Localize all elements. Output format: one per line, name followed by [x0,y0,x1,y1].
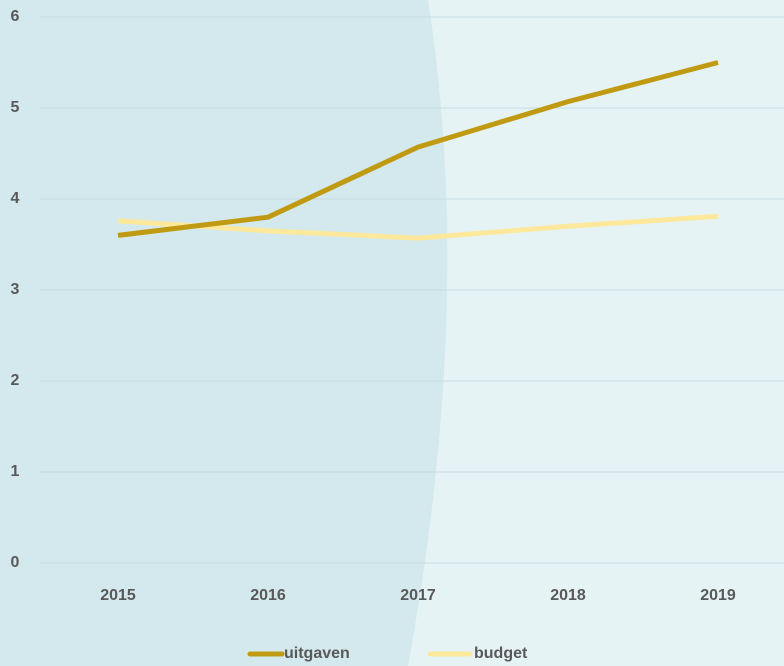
y-tick-label: 2 [11,372,20,389]
series-line [117,213,719,241]
y-tick-label: 3 [11,281,20,298]
x-tick-label: 2018 [550,587,586,604]
legend-label: budget [474,645,528,662]
y-tick-label: 4 [11,190,20,207]
y-tick-label: 0 [11,554,20,571]
x-tick-label: 2015 [100,587,136,604]
series-line [117,60,719,238]
y-tick-label: 6 [11,8,20,25]
x-tick-label: 2019 [700,587,736,604]
y-tick-label: 5 [11,99,20,116]
y-tick-label: 1 [11,463,20,480]
background-shape [0,0,448,666]
x-tick-label: 2017 [400,587,436,604]
x-tick-label: 2016 [250,587,286,604]
legend-label: uitgaven [284,645,350,662]
